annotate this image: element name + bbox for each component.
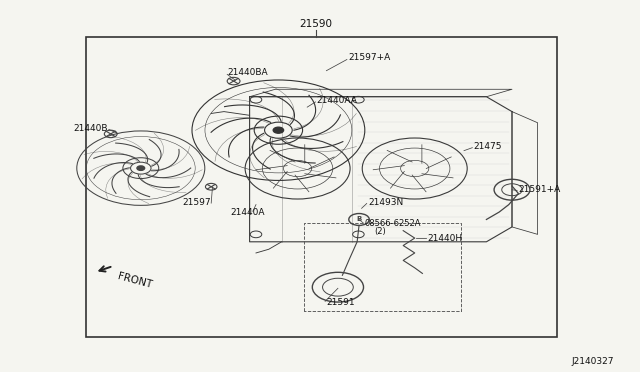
Text: 21493N: 21493N [368, 198, 403, 207]
Text: 21440H: 21440H [428, 234, 463, 243]
Text: 21597: 21597 [182, 198, 211, 207]
Text: 21590: 21590 [299, 19, 332, 29]
Text: B: B [356, 217, 362, 222]
Text: (2): (2) [374, 227, 386, 236]
Circle shape [137, 166, 145, 170]
Text: 21440BA: 21440BA [227, 68, 268, 77]
Text: 21440AA: 21440AA [317, 96, 358, 105]
Text: 21475: 21475 [474, 142, 502, 151]
Text: 21591: 21591 [326, 298, 355, 307]
Text: 21440B: 21440B [74, 124, 108, 133]
Text: 21597+A: 21597+A [349, 53, 391, 62]
Text: 21591+A: 21591+A [518, 185, 561, 194]
Text: 21440A: 21440A [230, 208, 265, 217]
Bar [86, 37, 557, 337]
Text: FRONT: FRONT [116, 272, 153, 290]
Circle shape [273, 127, 284, 133]
Text: J2140327: J2140327 [572, 357, 614, 366]
Text: 08566-6252A: 08566-6252A [365, 219, 421, 228]
